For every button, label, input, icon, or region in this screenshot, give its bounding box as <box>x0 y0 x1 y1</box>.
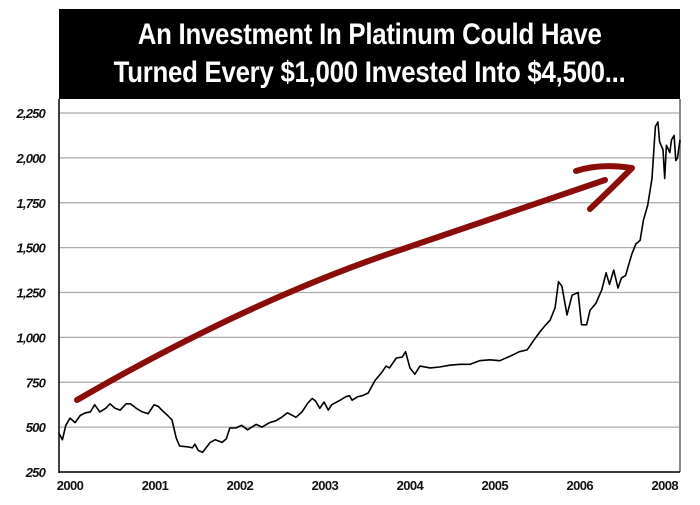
y-tick-label: 2,250 <box>15 106 46 121</box>
x-tick-label: 2001 <box>142 478 169 493</box>
gridlines <box>59 112 680 428</box>
y-axis-ticks: 250 500 750 1,000 1,250 1,500 1,750 2,000 2,250 <box>15 106 47 480</box>
y-tick-label: 1,000 <box>16 330 46 345</box>
y-tick-label: 2,000 <box>15 151 46 166</box>
y-tick-label: 1,500 <box>16 241 46 256</box>
x-tick-label: 2002 <box>227 478 254 493</box>
y-tick-label: 1,750 <box>16 196 46 211</box>
platinum-price-line <box>58 121 681 454</box>
arrow-head <box>573 163 635 212</box>
x-tick-label: 2006 <box>566 478 593 493</box>
red-arrow-annotation <box>74 163 635 403</box>
x-tick-label: 2005 <box>482 478 509 493</box>
y-tick-label: 750 <box>26 375 47 390</box>
y-tick-label: 250 <box>25 465 47 480</box>
chart-title-banner: An Investment In Platinum Could Have Tur… <box>59 9 680 99</box>
arrow-shaft <box>74 177 608 403</box>
chart-title-line-1: An Investment In Platinum Could Have <box>137 18 602 51</box>
x-tick-label: 2000 <box>57 478 84 493</box>
x-axis-ticks: 2000 2001 2002 2003 2004 2005 2006 2008 <box>57 478 679 493</box>
x-tick-label: 2003 <box>312 478 339 493</box>
x-tick-label: 2004 <box>397 478 425 493</box>
chart-title-line-2: Turned Every $1,000 Invested Into $4,500… <box>113 56 626 89</box>
x-tick-label: 2008 <box>651 478 678 493</box>
y-tick-label: 500 <box>26 420 47 435</box>
y-tick-label: 1,250 <box>16 286 46 301</box>
